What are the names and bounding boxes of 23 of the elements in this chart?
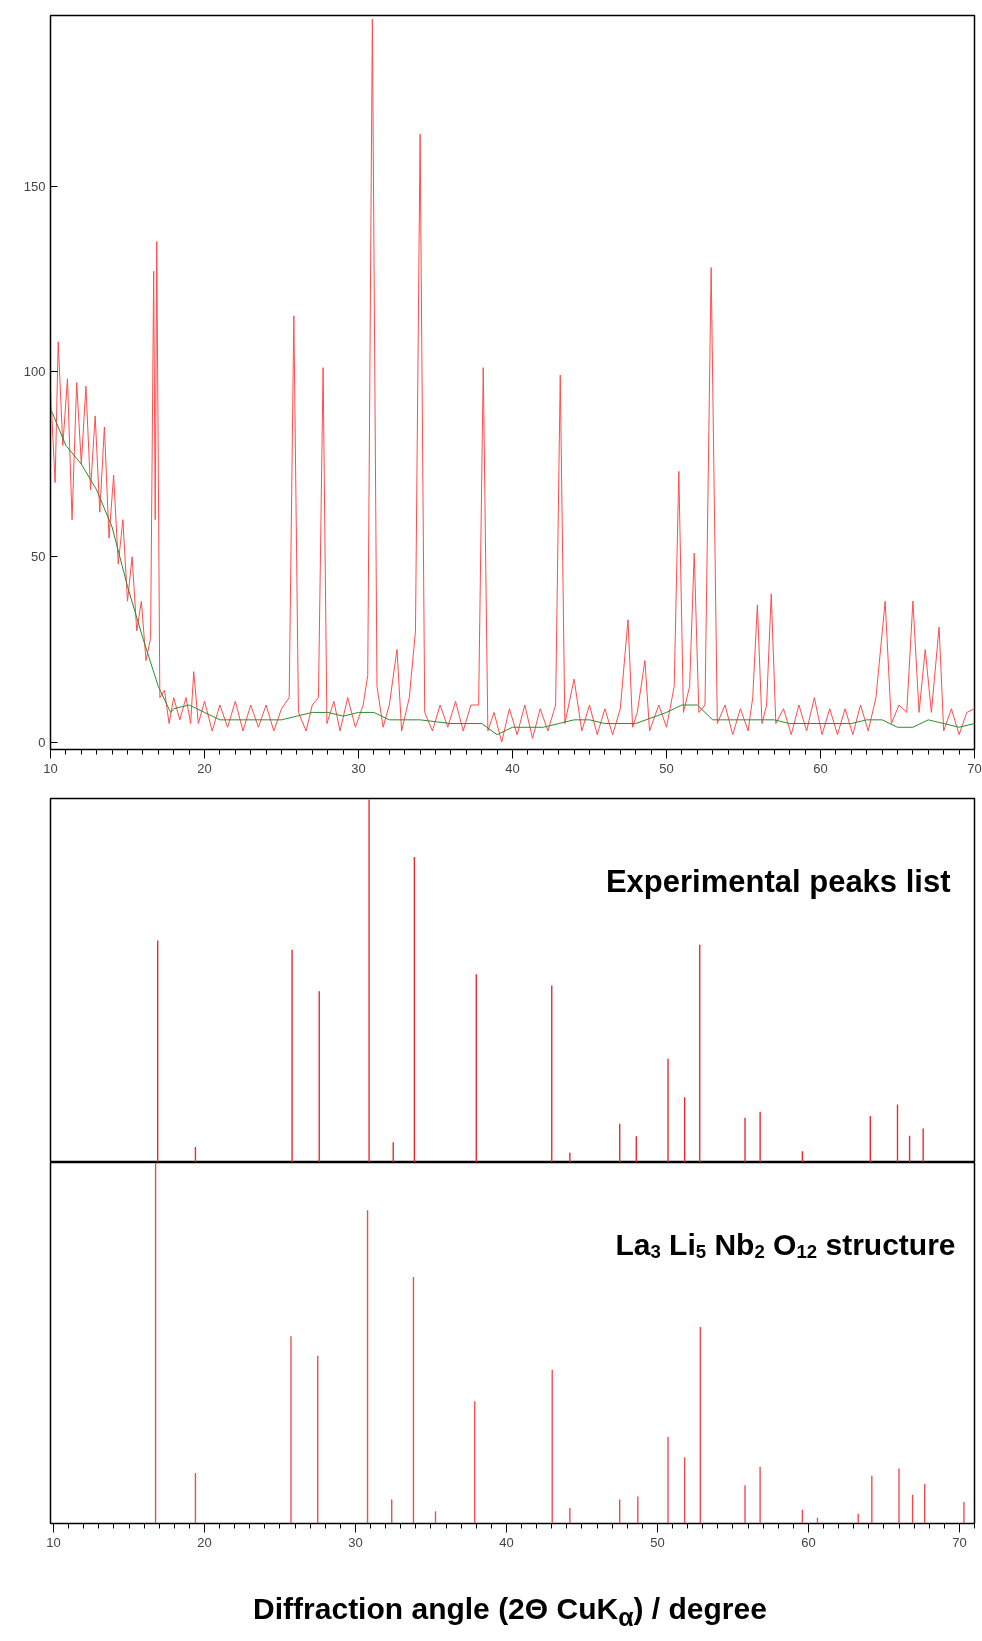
x-tick-label: 20 (197, 760, 212, 776)
x-tick-label: 40 (505, 760, 520, 776)
x-tick-label: 60 (813, 760, 828, 776)
line-series (50, 18, 975, 743)
y-tick-label: 50 (31, 549, 46, 565)
x-tick-label: 70 (952, 1534, 967, 1550)
x-tick-label: 30 (348, 1534, 363, 1550)
y-tick-label: 150 (23, 178, 46, 194)
y-tick-label: 0 (38, 734, 46, 750)
text: La3 Li5 Nb2 O12 structure (615, 1228, 956, 1262)
x-tick-label: 40 (499, 1534, 514, 1550)
x-tick-label: 10 (46, 1534, 61, 1550)
annotation: Experimental peaks list (605, 864, 951, 899)
y-tick-label: 100 (23, 363, 46, 379)
x-tick-label: 60 (801, 1534, 816, 1550)
x-tick-label: 50 (650, 1534, 665, 1550)
x-tick-label: 20 (197, 1534, 212, 1550)
x-tick-label: 10 (43, 760, 58, 776)
x-tick-label: 30 (351, 760, 366, 776)
x-axis-title: Diffraction angle (2Θ CuK$_{α}$) / degree (253, 1591, 767, 1633)
line-series (50, 407, 975, 736)
x-tick-label: 50 (659, 760, 674, 776)
x-tick-label: 70 (967, 760, 982, 776)
